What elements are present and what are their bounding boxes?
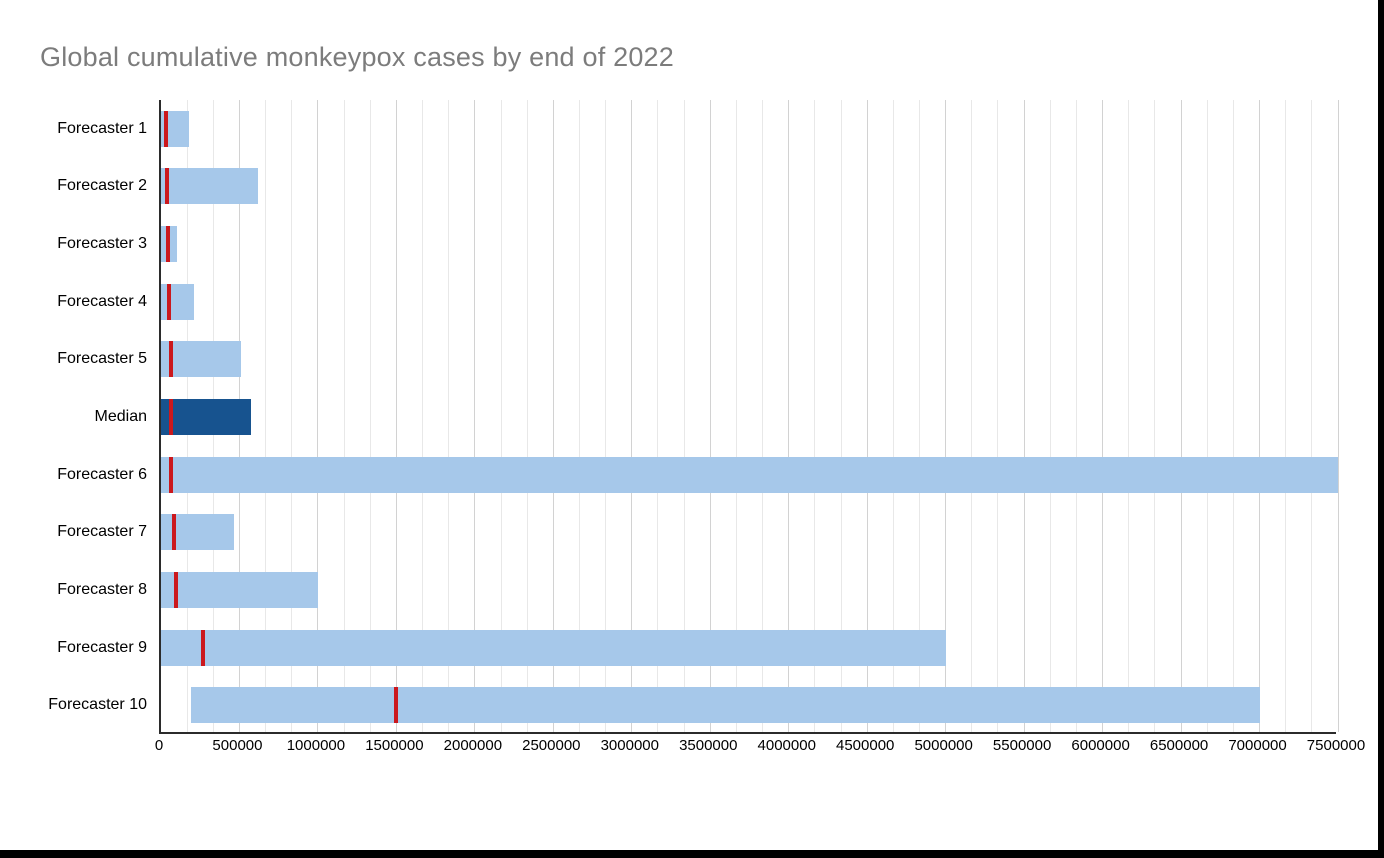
minor-gridline <box>422 100 424 732</box>
x-tick-label: 4000000 <box>757 737 816 754</box>
median-interval-bar <box>161 399 252 435</box>
point-estimate-marker <box>171 514 176 551</box>
minor-gridline <box>1049 100 1051 732</box>
row-label: Forecaster 4 <box>57 292 147 310</box>
minor-gridline <box>814 100 816 732</box>
forecast-interval-bar <box>161 571 318 608</box>
x-tick-label: 2000000 <box>443 737 503 754</box>
major-gridline <box>474 100 476 732</box>
minor-gridline <box>291 100 293 732</box>
minor-gridline <box>265 100 267 732</box>
x-axis-labels: 0 500000 1000000 1500000 2000000 2500000 30000… <box>0 737 1384 759</box>
point-estimate-marker <box>168 341 173 378</box>
point-estimate-marker <box>200 629 205 666</box>
y-axis-labels: Forecaster 1 Forecaster 2 Forecaster 3 Fore… <box>0 100 147 734</box>
point-estimate-marker <box>166 283 171 320</box>
major-gridline <box>317 100 319 732</box>
point-estimate-marker <box>166 226 171 263</box>
minor-gridline <box>840 100 842 732</box>
x-tick-label: 3500000 <box>679 737 738 754</box>
x-tick-label: 5000000 <box>914 737 973 754</box>
major-gridline <box>1337 100 1339 732</box>
row-label: Median <box>94 407 147 425</box>
minor-gridline <box>1311 100 1313 732</box>
minor-gridline <box>997 100 999 732</box>
x-tick-label: 7500000 <box>1306 737 1366 754</box>
major-gridline <box>552 100 554 732</box>
point-estimate-marker <box>394 687 399 724</box>
point-estimate-marker <box>165 168 170 205</box>
minor-gridline <box>735 100 737 732</box>
minor-gridline <box>369 100 371 732</box>
forecast-interval-bar <box>161 629 946 666</box>
major-gridline <box>1180 100 1182 732</box>
x-tick-label: 2500000 <box>522 737 581 754</box>
minor-gridline <box>1232 100 1234 732</box>
row-label: Forecaster 1 <box>57 119 147 137</box>
minor-gridline <box>1154 100 1156 732</box>
row-label: Forecaster 10 <box>48 696 147 714</box>
row-label: Forecaster 6 <box>57 465 147 483</box>
x-tick-label: 1000000 <box>286 737 346 754</box>
x-tick-label: 6000000 <box>1071 737 1130 754</box>
bottom-letterbox-bar <box>0 850 1384 858</box>
major-gridline <box>1102 100 1104 732</box>
x-tick-label: 1500000 <box>365 737 424 754</box>
x-tick-label: 5500000 <box>992 737 1052 754</box>
point-estimate-marker <box>163 110 168 147</box>
minor-gridline <box>762 100 764 732</box>
major-gridline <box>395 100 397 732</box>
right-letterbox-bar <box>1378 0 1384 858</box>
major-gridline <box>709 100 711 732</box>
forecast-interval-bar <box>161 341 242 378</box>
minor-gridline <box>683 100 685 732</box>
minor-gridline <box>1285 100 1287 732</box>
x-tick-label: 0 <box>154 737 164 754</box>
minor-gridline <box>605 100 607 732</box>
chart-title: Global cumulative monkeypox cases by end… <box>40 42 674 72</box>
point-estimate-marker <box>168 456 173 493</box>
row-label: Forecaster 7 <box>57 523 147 541</box>
minor-gridline <box>892 100 894 732</box>
minor-gridline <box>657 100 659 732</box>
x-tick-label: 3000000 <box>600 737 659 754</box>
plot-area <box>159 100 1339 734</box>
major-gridline <box>788 100 790 732</box>
major-gridline <box>945 100 947 732</box>
point-estimate-marker <box>169 399 174 435</box>
forecast-interval-bar <box>190 687 1260 724</box>
major-gridline <box>631 100 633 732</box>
x-tick-label: 7000000 <box>1228 737 1287 754</box>
x-tick-label: 500000 <box>212 737 263 754</box>
row-label: Forecaster 2 <box>57 177 147 195</box>
minor-gridline <box>1206 100 1208 732</box>
forecast-interval-bar <box>161 168 258 205</box>
row-label: Forecaster 8 <box>57 580 147 598</box>
minor-gridline <box>526 100 528 732</box>
minor-gridline <box>1075 100 1077 732</box>
major-gridline <box>1023 100 1025 732</box>
row-label: Forecaster 9 <box>57 638 147 656</box>
major-gridline <box>866 100 868 732</box>
minor-gridline <box>578 100 580 732</box>
minor-gridline <box>500 100 502 732</box>
major-gridline <box>1259 100 1261 732</box>
point-estimate-marker <box>173 571 178 608</box>
row-label: Forecaster 3 <box>57 235 147 253</box>
minor-gridline <box>448 100 450 732</box>
x-tick-label: 6500000 <box>1149 737 1209 754</box>
x-tick-label: 4500000 <box>835 737 895 754</box>
minor-gridline <box>343 100 345 732</box>
minor-gridline <box>971 100 973 732</box>
forecast-interval-bar <box>161 456 1338 493</box>
minor-gridline <box>919 100 920 732</box>
row-label: Forecaster 5 <box>57 350 147 368</box>
forecast-interval-bar <box>161 283 194 320</box>
minor-gridline <box>1128 100 1130 732</box>
